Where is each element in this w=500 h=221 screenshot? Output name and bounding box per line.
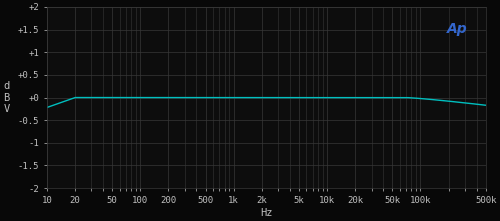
Text: Ap: Ap (447, 22, 468, 36)
X-axis label: Hz: Hz (260, 208, 272, 217)
Y-axis label: d
B
V: d B V (4, 81, 10, 114)
